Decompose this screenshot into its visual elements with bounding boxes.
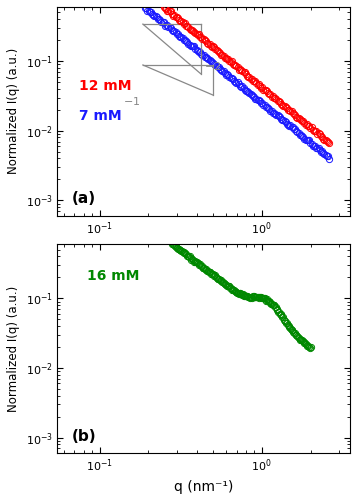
Y-axis label: Normalized I(q) (a.u.): Normalized I(q) (a.u.) [7, 48, 20, 174]
Text: $-2$: $-2$ [204, 60, 221, 72]
Text: 7 mM: 7 mM [79, 109, 121, 123]
Text: 16 mM: 16 mM [87, 269, 139, 283]
Text: $-1$: $-1$ [124, 95, 141, 107]
Text: 12 mM: 12 mM [79, 79, 131, 93]
Y-axis label: Normalized I(q) (a.u.): Normalized I(q) (a.u.) [7, 286, 20, 412]
Text: (b): (b) [72, 428, 97, 443]
X-axis label: q (nm⁻¹): q (nm⁻¹) [174, 480, 233, 494]
Text: (a): (a) [72, 191, 96, 206]
